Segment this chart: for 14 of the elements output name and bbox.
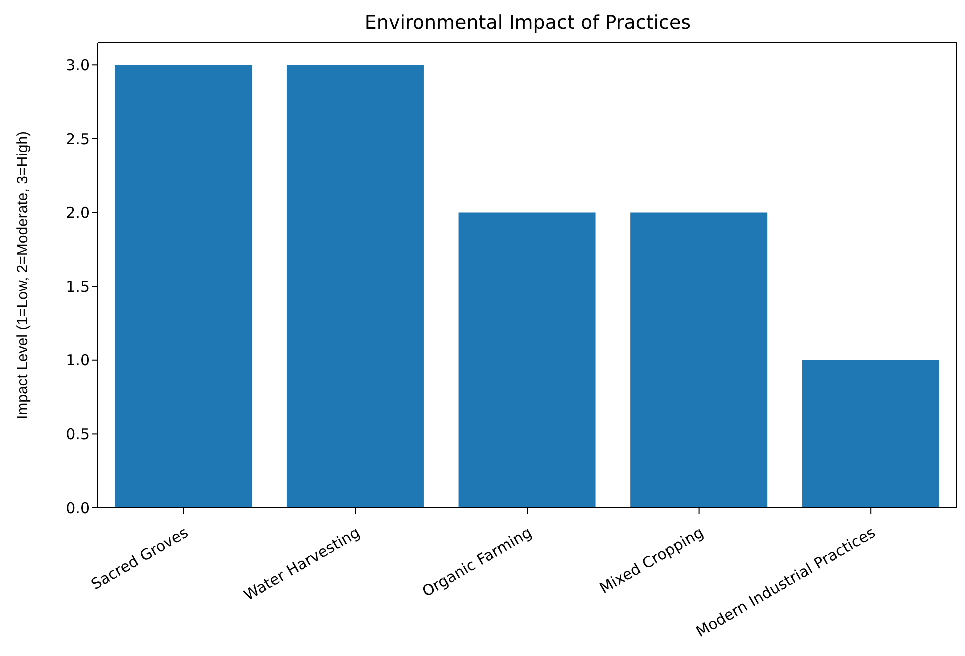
y-tick-label: 2.5	[66, 130, 90, 148]
y-tick-label: 0.0	[66, 499, 90, 518]
y-tick-label: 1.5	[66, 278, 90, 296]
chart-title: Environmental Impact of Practices	[364, 12, 692, 34]
y-tick-label: 1.0	[66, 352, 90, 370]
bar	[802, 360, 940, 508]
bar	[630, 212, 768, 508]
y-tick-label: 3.0	[66, 56, 90, 74]
bar	[115, 65, 252, 508]
y-tick-label: 2.0	[66, 204, 90, 222]
bar	[458, 212, 596, 508]
bar	[286, 65, 424, 508]
y-axis-title: Impact Level (1=Low, 2=Moderate, 3=High)	[14, 131, 32, 420]
y-tick-label: 0.5	[66, 426, 90, 444]
